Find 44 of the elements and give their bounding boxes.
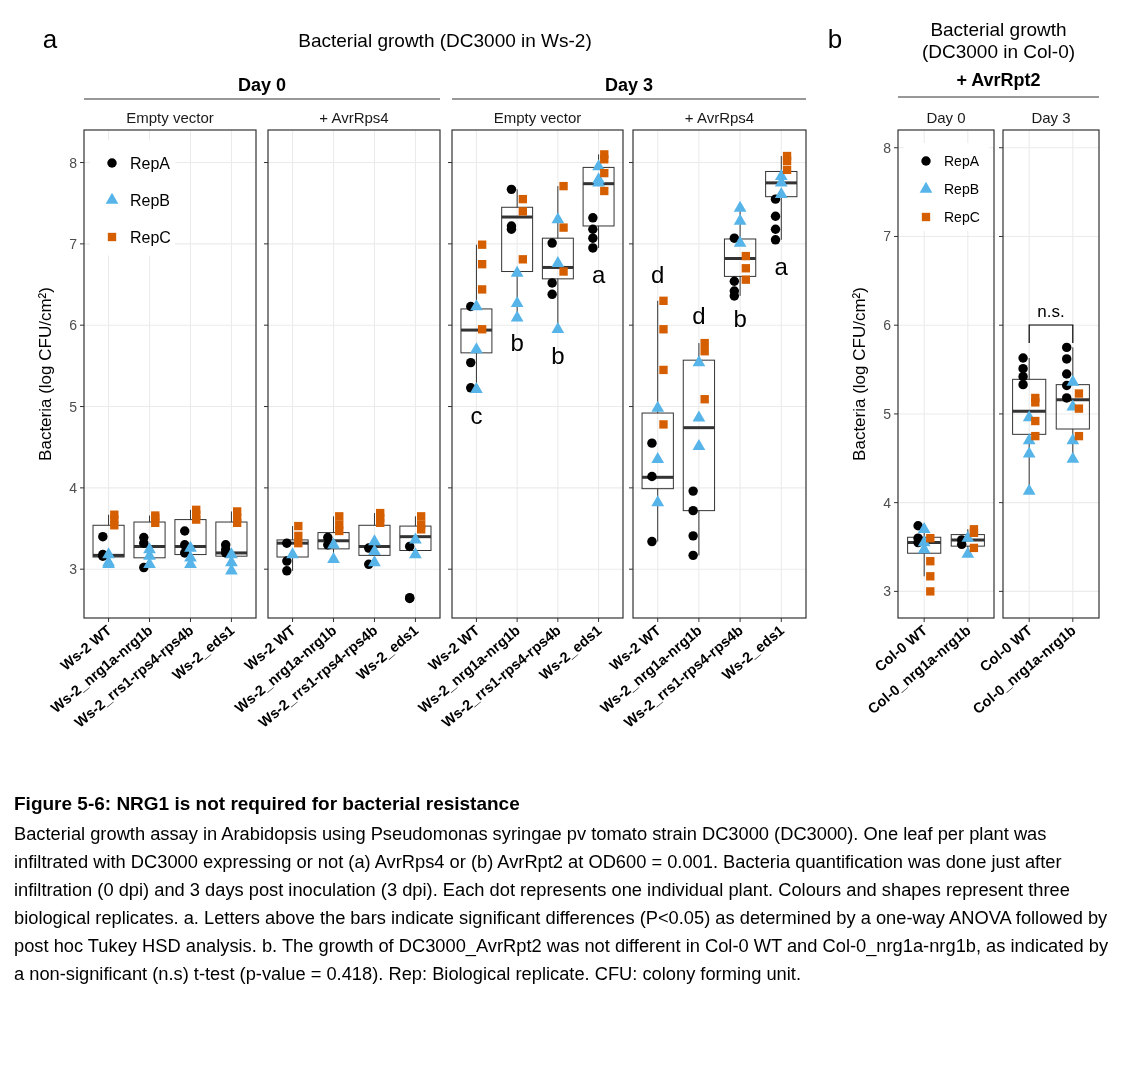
legend-label: RepB xyxy=(130,191,171,209)
y-tick-label: 7 xyxy=(883,228,892,245)
y-tick-label: 3 xyxy=(69,561,78,578)
y-tick-label: 4 xyxy=(69,479,78,496)
legend-label: RepA xyxy=(130,154,171,172)
text: b xyxy=(827,24,843,54)
legend-label: RepC xyxy=(130,228,171,246)
caption: Figure 5-6: NRG1 is not required for bacterial resistance xyxy=(14,792,521,816)
y-tick-label: 5 xyxy=(69,398,78,415)
annotation: c xyxy=(470,402,483,429)
y-tick-label: 8 xyxy=(69,154,78,171)
legend-label: RepA xyxy=(944,153,980,170)
text: Bacterial growth (DC3000 in Col-0) xyxy=(921,19,1076,62)
chart-title: Day 3 xyxy=(1031,109,1071,126)
y-tick-label: 6 xyxy=(69,317,78,334)
y-tick-label: 7 xyxy=(69,235,78,252)
text: a xyxy=(42,24,58,54)
chart-title: + AvrRps4 xyxy=(684,109,755,126)
y-axis-title: Bacteria (log CFU/cm²) xyxy=(850,287,869,461)
annotation: d xyxy=(651,261,665,288)
text: Day 0 xyxy=(237,75,287,95)
legend-label: RepC xyxy=(944,209,980,226)
text: Bacterial growth assay in Arabidopsis using Pseudomonas syringae pv tomato strain DC3000 (DC3000). One leaf per plant was infiltrated with DC3000 expressing or not (a) AvrRps4 or (b) AvrRpt2 at OD600 = 0.001. Bacteria quantification was done just after infiltration (0 dpi) and 3 days post inoculation (3 dpi). Each dot represents one individual plant. Colours and shapes represent three biological replicates. a. Letters above the bars indicate significant differences (P<0.05) as determined by a one-way ANOVA followed by post hoc Tukey HSD analysis. b. The growth of DC3000_AvrRpt2 was not different in Col-0 WT and Col-0_nrg1a-nrg1b, as indicated by a non-significant (n.s) t-test (p-value = 0.418). Rep: Biological replicate. CFU: colony forming unit. xyxy=(14,822,1110,986)
chart-title: Day 0 xyxy=(926,109,966,126)
annotation: b xyxy=(733,305,747,332)
text: Day 3 xyxy=(604,75,654,95)
chart-title: Empty vector xyxy=(126,109,214,126)
annotation: d xyxy=(692,302,706,329)
y-tick-label: 5 xyxy=(883,405,892,422)
y-tick-label: 8 xyxy=(883,139,892,156)
chart-title: + AvrRps4 xyxy=(319,109,389,126)
y-axis-title: Bacteria (log CFU/cm²) xyxy=(36,287,55,461)
annotation: a xyxy=(591,261,606,288)
y-tick-label: 3 xyxy=(883,583,892,600)
y-tick-label: 6 xyxy=(883,317,892,334)
annotation: b xyxy=(510,329,524,356)
legend-label: RepB xyxy=(944,181,980,198)
text: Bacterial growth (DC3000 in Ws-2) xyxy=(298,30,592,51)
annotation: b xyxy=(551,342,565,369)
y-tick-label: 4 xyxy=(883,494,892,511)
chart-title: Empty vector xyxy=(493,109,582,126)
annotation: n.s. xyxy=(1037,302,1065,321)
annotation: a xyxy=(774,253,789,280)
text: + AvrRpt2 xyxy=(956,70,1041,90)
